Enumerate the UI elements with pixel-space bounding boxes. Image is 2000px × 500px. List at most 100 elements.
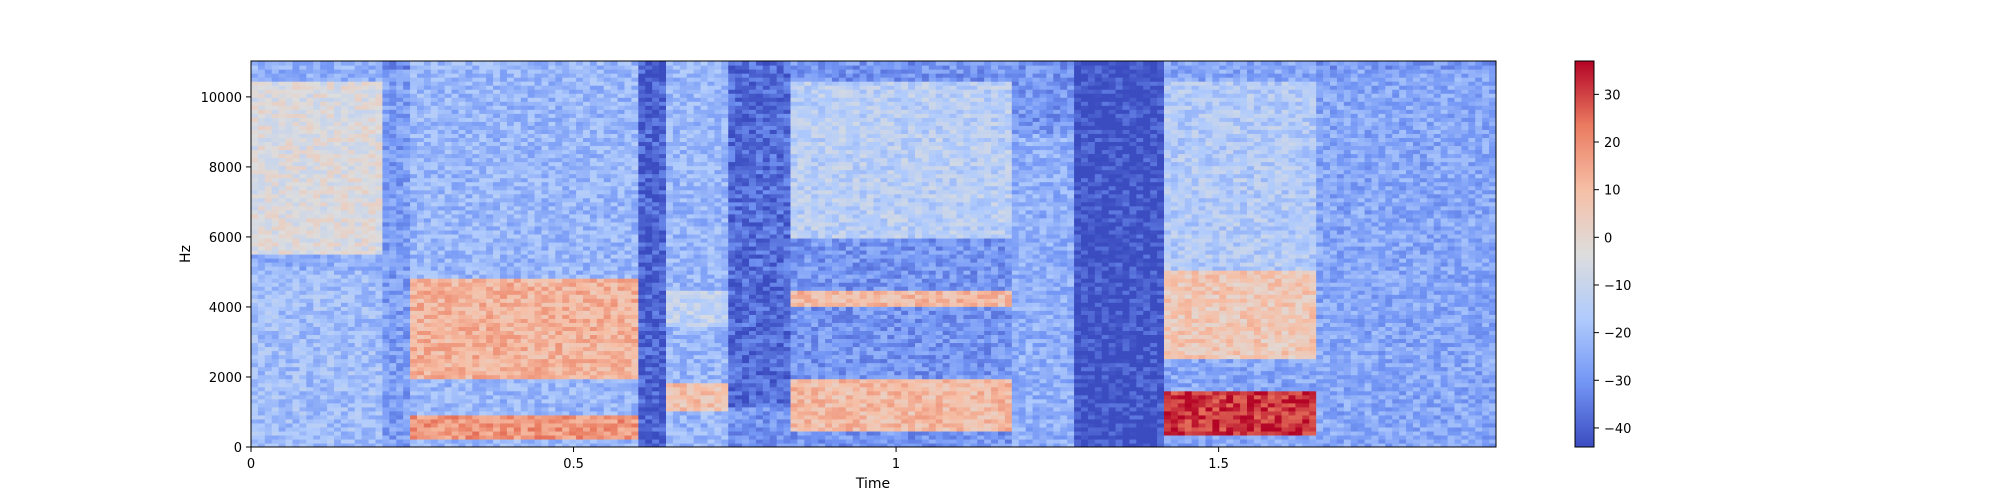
heatmap-cell bbox=[437, 438, 446, 444]
heatmap-cell bbox=[382, 209, 390, 215]
heatmap-cell bbox=[285, 117, 294, 122]
heatmap-cell bbox=[417, 378, 425, 384]
heatmap-cell bbox=[361, 241, 370, 247]
heatmap-cell bbox=[437, 93, 446, 98]
heatmap-cell bbox=[347, 286, 356, 291]
heatmap-cell bbox=[313, 125, 321, 130]
heatmap-cell bbox=[555, 394, 563, 400]
heatmap-cell bbox=[327, 177, 335, 183]
heatmap-cell bbox=[562, 221, 570, 227]
heatmap-cell bbox=[596, 133, 605, 138]
heatmap-cell bbox=[271, 237, 280, 243]
heatmap-cell bbox=[444, 221, 453, 227]
heatmap-cell bbox=[603, 145, 612, 151]
heatmap-cell bbox=[251, 318, 259, 323]
heatmap-cell bbox=[603, 81, 612, 86]
heatmap-cell bbox=[417, 161, 425, 167]
heatmap-cell bbox=[271, 438, 280, 444]
heatmap-cell bbox=[340, 398, 349, 404]
heatmap-cell bbox=[334, 249, 342, 255]
heatmap-cell bbox=[465, 209, 473, 215]
heatmap-cell bbox=[430, 249, 439, 255]
heatmap-cell bbox=[327, 418, 335, 424]
heatmap-cell bbox=[486, 81, 494, 86]
heatmap-cell bbox=[527, 354, 536, 360]
heatmap-cell bbox=[285, 366, 294, 372]
heatmap-cell bbox=[548, 362, 556, 368]
heatmap-cell bbox=[527, 266, 536, 271]
heatmap-cell bbox=[292, 254, 301, 259]
heatmap-cell bbox=[534, 141, 543, 147]
heatmap-cell bbox=[520, 298, 529, 303]
heatmap-cell bbox=[423, 169, 432, 175]
heatmap-cell bbox=[603, 366, 612, 372]
heatmap-cell bbox=[458, 318, 467, 323]
heatmap-cell bbox=[513, 270, 522, 275]
heatmap-cell bbox=[541, 278, 550, 283]
heatmap-cell bbox=[583, 270, 591, 275]
heatmap-cell bbox=[313, 330, 321, 336]
heatmap-cell bbox=[299, 394, 307, 400]
heatmap-cell bbox=[251, 262, 259, 267]
heatmap-cell bbox=[347, 89, 356, 94]
heatmap-cell bbox=[472, 266, 480, 271]
heatmap-cell bbox=[389, 298, 397, 303]
heatmap-cell bbox=[347, 225, 356, 231]
heatmap-cell bbox=[493, 249, 501, 255]
heatmap-cell bbox=[458, 101, 467, 106]
heatmap-cell bbox=[410, 181, 418, 187]
heatmap-cell bbox=[285, 390, 294, 396]
heatmap-cell bbox=[541, 414, 550, 420]
heatmap-cell bbox=[285, 233, 294, 239]
heatmap-cell bbox=[576, 241, 584, 247]
heatmap-cell bbox=[320, 262, 328, 267]
heatmap-cell bbox=[506, 189, 515, 195]
heatmap-cell bbox=[506, 213, 515, 219]
heatmap-cell bbox=[285, 418, 294, 424]
heatmap-cell bbox=[278, 314, 287, 319]
heatmap-cell bbox=[278, 262, 287, 267]
heatmap-cell bbox=[583, 85, 591, 90]
heatmap-cell bbox=[340, 438, 349, 444]
heatmap-cell bbox=[396, 338, 404, 344]
heatmap-cell bbox=[396, 101, 404, 106]
heatmap-cell bbox=[527, 298, 536, 303]
heatmap-cell bbox=[382, 390, 390, 396]
heatmap-cell bbox=[334, 113, 342, 118]
heatmap-cell bbox=[596, 181, 605, 187]
heatmap-cell bbox=[555, 197, 563, 203]
heatmap-cell bbox=[513, 318, 522, 323]
heatmap-cell bbox=[500, 366, 508, 372]
heatmap-cell bbox=[458, 117, 467, 122]
heatmap-cell bbox=[583, 338, 591, 344]
heatmap-cell bbox=[555, 89, 563, 94]
heatmap-cell bbox=[389, 245, 397, 251]
heatmap-cell bbox=[320, 217, 328, 223]
heatmap-cell bbox=[271, 322, 280, 327]
heatmap-cell bbox=[569, 121, 577, 126]
heatmap-cell bbox=[251, 366, 259, 372]
heatmap-cell bbox=[354, 442, 363, 447]
heatmap-cell bbox=[257, 306, 266, 311]
heatmap-cell bbox=[589, 189, 598, 195]
heatmap-cell bbox=[389, 193, 397, 199]
heatmap-cell bbox=[451, 221, 460, 227]
heatmap-cell bbox=[396, 438, 404, 444]
heatmap-cell bbox=[596, 129, 605, 134]
heatmap-cell bbox=[347, 153, 356, 159]
heatmap-cell bbox=[285, 302, 294, 307]
heatmap-cell bbox=[334, 241, 342, 247]
heatmap-cell bbox=[520, 434, 529, 440]
heatmap-cell bbox=[292, 314, 301, 319]
heatmap-cell bbox=[320, 153, 328, 159]
heatmap-cell bbox=[292, 362, 301, 368]
heatmap-cell bbox=[285, 185, 294, 191]
heatmap-cell bbox=[417, 157, 425, 163]
heatmap-cell bbox=[541, 282, 550, 287]
heatmap-cell bbox=[389, 229, 397, 235]
heatmap-cell bbox=[396, 414, 404, 420]
heatmap-cell bbox=[251, 286, 259, 291]
heatmap-cell bbox=[451, 422, 460, 428]
heatmap-cell bbox=[541, 209, 550, 215]
heatmap-cell bbox=[527, 438, 536, 444]
